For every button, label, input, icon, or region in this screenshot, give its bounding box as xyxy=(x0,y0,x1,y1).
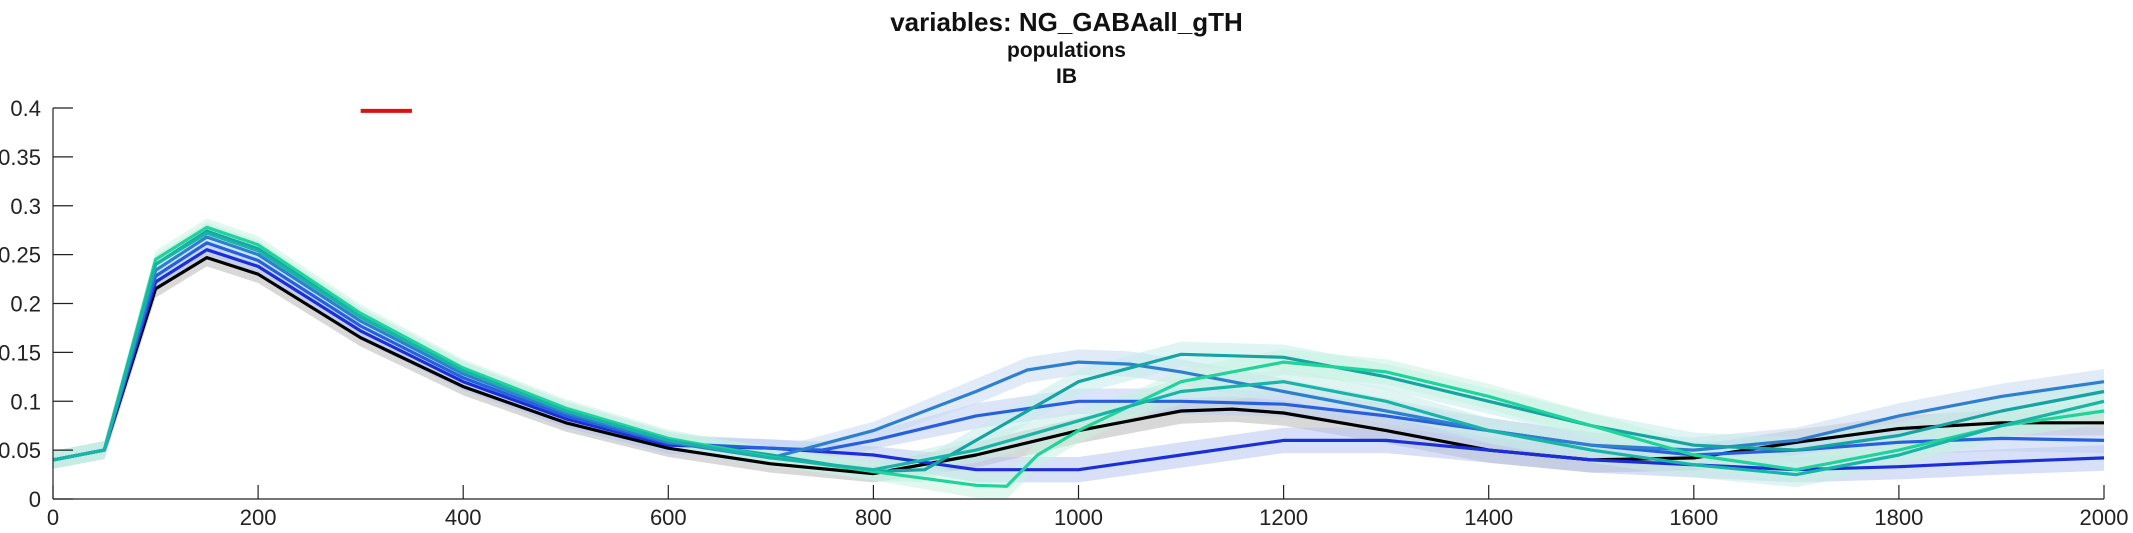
x-tick-label: 1400 xyxy=(1464,505,1513,530)
x-tick-label: 800 xyxy=(855,505,892,530)
x-tick-label: 200 xyxy=(240,505,277,530)
y-tick-label: 0 xyxy=(29,487,41,512)
y-tick-label: 0.05 xyxy=(0,438,41,463)
series-line-2 xyxy=(52,248,2105,472)
series-line-4 xyxy=(52,235,2105,462)
x-tick-label: 600 xyxy=(650,505,687,530)
y-tick-label: 0.3 xyxy=(10,194,41,219)
x-tick-label: 1000 xyxy=(1054,505,1103,530)
x-tick-label: 2000 xyxy=(2080,505,2129,530)
chart-subtitle-populations: populations xyxy=(1007,39,1126,62)
y-tick-label: 0.1 xyxy=(10,389,41,414)
chart-title: variables: NG_GABAall_gTH xyxy=(890,7,1243,37)
axes: 0 200 400 600 800 1000 1200 1400 1600 1800 2000 0 0.… xyxy=(0,96,2128,530)
y-tick-label: 0.4 xyxy=(10,96,41,121)
x-tick-label: 400 xyxy=(445,505,482,530)
x-tick-label: 1600 xyxy=(1669,505,1718,530)
y-tick-label: 0.35 xyxy=(0,145,41,170)
y-tick-label: 0.15 xyxy=(0,340,41,365)
x-tick-label: 1800 xyxy=(1874,505,1923,530)
series-lines xyxy=(52,225,2105,488)
error-bands xyxy=(53,218,2104,499)
chart-title-block: variables: NG_GABAall_gTH populations IB xyxy=(0,6,2133,90)
chart-subtitle-ib: IB xyxy=(1056,65,1077,88)
error-band-6 xyxy=(53,218,2104,499)
y-tick-label: 0.2 xyxy=(10,292,41,317)
series-line-6 xyxy=(52,225,2105,488)
x-tick-label: 0 xyxy=(47,505,59,530)
series-line-3 xyxy=(52,241,2105,462)
x-tick-label: 1200 xyxy=(1259,505,1308,530)
series-line-7 xyxy=(52,231,2105,477)
y-tick-label: 0.25 xyxy=(0,243,41,268)
